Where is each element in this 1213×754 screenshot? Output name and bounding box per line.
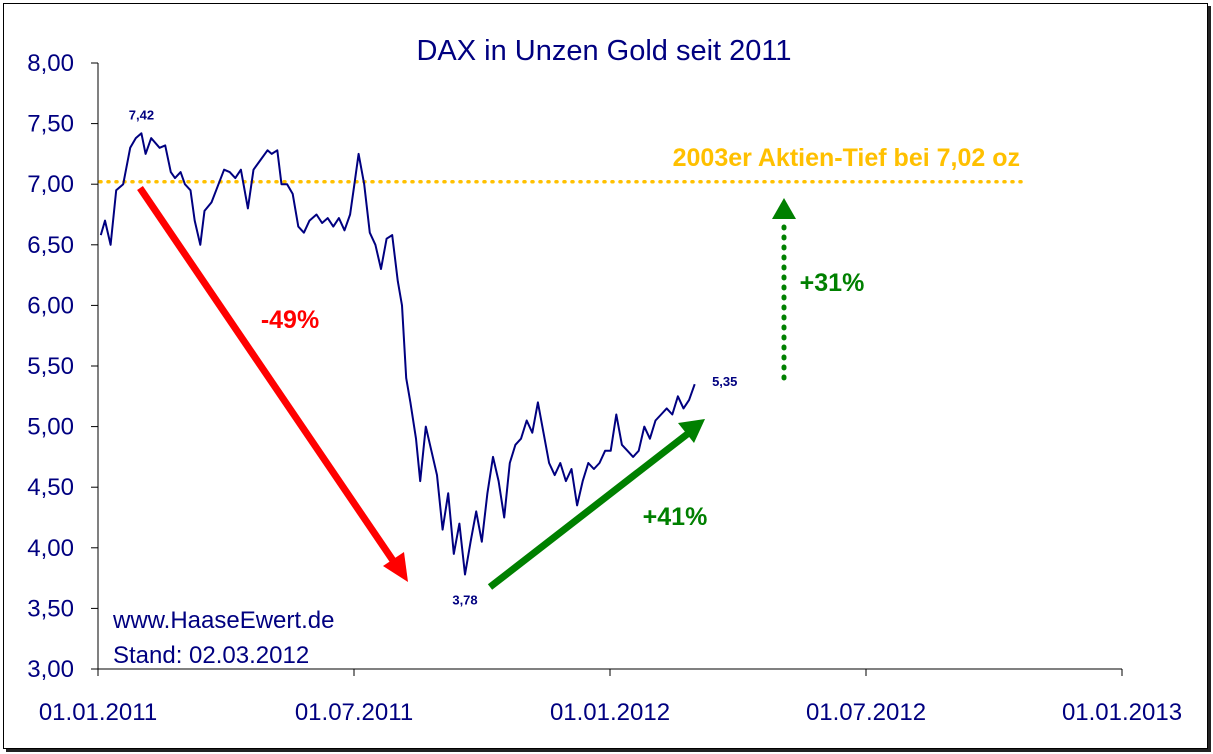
y-tick-label: 4,50	[27, 474, 74, 501]
reference-line-label: 2003er Aktien-Tief bei 7,02 oz	[673, 144, 1020, 172]
y-tick-label: 8,00	[27, 50, 74, 77]
y-tick-label: 6,50	[27, 232, 74, 259]
y-tick-label: 4,00	[27, 535, 74, 562]
target-percent-label: +31%	[800, 269, 865, 297]
website-note: www.HaaseEwert.de	[112, 607, 334, 634]
x-tick-label: 01.07.2012	[806, 699, 926, 726]
point-labels: 7,42 3,78 5,35	[129, 107, 738, 607]
x-tick-label: 01.07.2011	[295, 699, 413, 726]
y-tick-label: 7,50	[27, 111, 74, 138]
y-tick-label: 5,00	[27, 414, 74, 441]
decline-arrow	[137, 186, 408, 582]
x-tick-label: 01.01.2011	[39, 699, 157, 726]
dax-gold-series-line	[99, 132, 696, 576]
y-tick-label: 3,50	[27, 595, 74, 622]
decline-percent-label: -49%	[261, 306, 319, 334]
x-axis: 01.01.2011 01.07.2011 01.01.2012 01.07.2012…	[39, 669, 1182, 726]
y-tick-label: 7,00	[27, 171, 74, 198]
y-axis: 3,00 3,50 4,00 4,50 5,00 5,50 6,00 6,50 7,00 7,50…	[27, 50, 98, 683]
y-tick-label: 6,00	[27, 292, 74, 319]
recovery-arrow	[487, 419, 705, 590]
point-value-label: 5,35	[712, 374, 737, 389]
date-note: Stand: 02.03.2012	[113, 642, 309, 669]
point-value-label: 7,42	[129, 107, 154, 122]
target-arrow	[772, 198, 796, 381]
recovery-percent-label: +41%	[643, 503, 708, 531]
chart-title: DAX in Unzen Gold seit 2011	[416, 35, 791, 67]
y-tick-label: 3,00	[27, 656, 74, 683]
x-tick-label: 01.01.2012	[550, 699, 670, 726]
y-tick-label: 5,50	[27, 353, 74, 380]
chart-frame	[3, 3, 1208, 749]
x-tick-label: 01.01.2013	[1062, 699, 1182, 726]
point-value-label: 3,78	[452, 592, 477, 607]
